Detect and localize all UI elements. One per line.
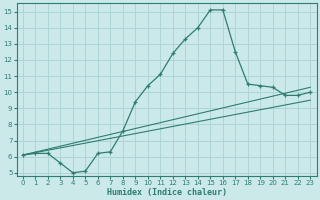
X-axis label: Humidex (Indice chaleur): Humidex (Indice chaleur) [107, 188, 227, 197]
